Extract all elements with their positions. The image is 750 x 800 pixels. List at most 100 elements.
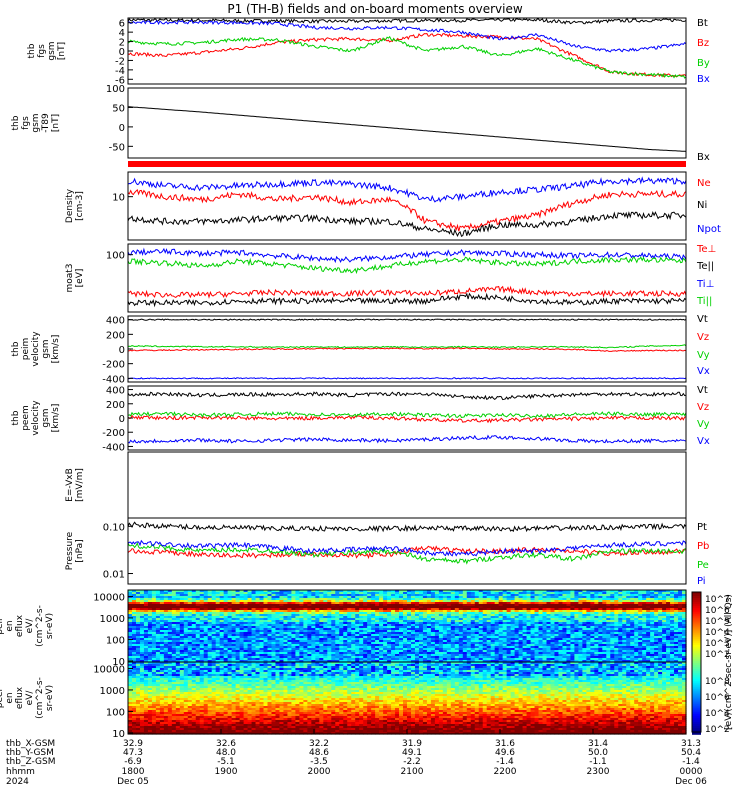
heatmap-cell (211, 652, 217, 655)
heatmap-cell (343, 610, 348, 613)
heatmap-cell (299, 602, 304, 605)
heatmap-cell (430, 616, 436, 619)
heatmap-cell (590, 640, 595, 643)
heatmap-cell (658, 600, 663, 603)
heatmap-cell (482, 620, 488, 623)
heatmap-cell (303, 644, 308, 647)
heatmap-cell (558, 620, 564, 623)
heatmap-cell (135, 614, 141, 617)
heatmap-cell (291, 590, 296, 593)
heatmap-cell (494, 644, 500, 647)
heatmap-cell (526, 598, 532, 601)
heatmap-cell (327, 596, 332, 599)
heatmap-cell (634, 648, 639, 651)
heatmap-cell (466, 634, 472, 637)
heatmap-cell (363, 622, 368, 625)
heatmap-cell (598, 612, 603, 615)
series-Bx (127, 20, 687, 53)
heatmap-cell (255, 616, 261, 619)
heatmap-cell (606, 590, 611, 593)
heatmap-cell (670, 632, 675, 635)
heatmap-cell (462, 630, 468, 633)
heatmap-cell (343, 596, 348, 599)
heatmap-cell (371, 644, 376, 647)
heatmap-cell (327, 626, 332, 629)
heatmap-cell (454, 622, 460, 625)
heatmap-cell (450, 628, 456, 631)
heatmap-cell (622, 648, 627, 651)
heatmap-cell (331, 620, 336, 623)
heatmap-cell (351, 594, 356, 597)
heatmap-cell (590, 632, 595, 635)
heatmap-cell (478, 594, 484, 597)
heatmap-cell (550, 626, 556, 629)
heatmap-cell (271, 618, 277, 621)
heatmap-cell (355, 626, 360, 629)
heatmap-cell (331, 592, 336, 595)
heatmap-cell (474, 636, 480, 639)
heatmap-cell (175, 644, 181, 647)
heatmap-cell (558, 598, 564, 601)
heatmap-cell (570, 628, 575, 631)
heatmap-cell (267, 648, 273, 651)
ylabel-line: Pressure (65, 531, 75, 570)
heatmap-cell (574, 612, 579, 615)
heatmap-cell (462, 604, 468, 607)
heatmap-cell (594, 592, 599, 595)
heatmap-cell (566, 630, 572, 633)
heatmap-cell (299, 640, 304, 643)
heatmap-cell (654, 598, 659, 601)
heatmap-cell (375, 594, 380, 597)
heatmap-cell (494, 634, 500, 637)
heatmap-cell (562, 632, 568, 635)
heatmap-cell (674, 590, 679, 593)
heatmap-cell (179, 634, 185, 637)
heatmap-cell (259, 620, 265, 623)
heatmap-cell (403, 638, 408, 641)
heatmap-cell (311, 592, 316, 595)
heatmap-cell (570, 634, 575, 637)
heatmap-cell (355, 590, 360, 593)
heatmap-cell (538, 606, 544, 609)
heatmap-cell (466, 654, 472, 657)
heatmap-cell (331, 640, 336, 643)
heatmap-cell (594, 606, 599, 609)
heatmap-cell (195, 624, 201, 627)
heatmap-cell (259, 614, 265, 617)
heatmap-cell (371, 648, 376, 651)
heatmap-cell (550, 606, 556, 609)
heatmap-cell (550, 602, 556, 605)
ytick-label: 4 (119, 28, 125, 39)
heatmap-cell (530, 614, 536, 617)
heatmap-cell (446, 634, 452, 637)
heatmap-cell (490, 644, 496, 647)
heatmap-cell (598, 654, 603, 657)
heatmap-cell (191, 594, 197, 597)
heatmap-cell (187, 654, 193, 657)
heatmap-cell (446, 632, 452, 635)
heatmap-cell (267, 606, 273, 609)
heatmap-cell (403, 628, 408, 631)
heatmap-cell (247, 618, 253, 621)
heatmap-cell (407, 642, 412, 645)
heatmap-cell (343, 618, 348, 621)
heatmap-cell (271, 612, 277, 615)
heatmap-cell (430, 648, 436, 651)
heatmap-cell (367, 644, 372, 647)
heatmap-cell (395, 620, 400, 623)
heatmap-cell (642, 618, 647, 621)
heatmap-cell (594, 622, 599, 625)
heatmap-cell (323, 618, 328, 621)
ytick-label: -200 (102, 360, 125, 371)
heatmap-cell (155, 592, 161, 595)
heatmap-cell (315, 642, 320, 645)
heatmap-cell (526, 608, 532, 611)
heatmap-cell (582, 596, 587, 599)
heatmap-cell (446, 652, 452, 655)
heatmap-cell (682, 612, 687, 615)
heatmap-cell (666, 620, 671, 623)
heatmap-cell (159, 622, 165, 625)
heatmap-cell (135, 620, 141, 623)
heatmap-cell (179, 594, 185, 597)
heatmap-cell (191, 626, 197, 629)
